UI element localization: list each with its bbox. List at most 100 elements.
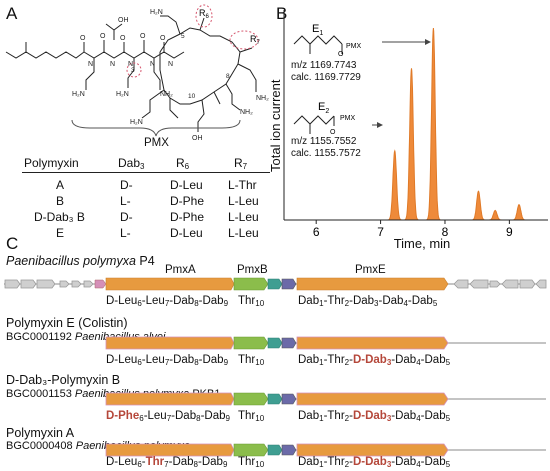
table-header-r7: R7	[234, 156, 248, 171]
r6-label: R6	[199, 8, 210, 20]
cluster-c2-track	[105, 336, 546, 350]
table-cell: D-	[120, 210, 133, 224]
table-cell: A	[56, 178, 65, 192]
r7-label: R7	[250, 34, 261, 46]
svg-text:N: N	[88, 61, 93, 68]
e2-mass: m/z 1155.7552 calc. 1155.7572	[291, 136, 361, 159]
x-axis-label: Time, min	[394, 236, 451, 250]
e2-structure: O PMX E2	[293, 101, 356, 136]
gene-arrow-gray	[4, 279, 21, 289]
table-cell: D-Phe	[170, 194, 205, 208]
svg-text:NH₂: NH₂	[256, 95, 269, 102]
gene-label-pmxe: PmxE	[355, 264, 386, 276]
svg-text:N: N	[168, 61, 173, 68]
gene-arrow-teal	[267, 444, 283, 456]
table-cell: D-Phe	[170, 210, 205, 224]
module-text-pmxe: Dab1-Thr2-D-Dab3-Dab4-Dab5	[298, 354, 451, 367]
table-header-r6: R6	[176, 156, 190, 171]
gene-arrow-pmxe	[296, 336, 449, 350]
e1-structure: O PMX E1	[293, 23, 362, 56]
module-text-pmxa: D-Leu6-Thr7-Dab8-Dab9	[106, 456, 228, 469]
svg-text:O: O	[338, 51, 344, 56]
cluster-p4-track	[4, 277, 547, 291]
cluster-c2-title: Polymyxin E (Colistin)	[6, 316, 128, 330]
gene-arrow-gray	[83, 280, 94, 288]
gene-arrow-gray	[535, 279, 547, 289]
gene-arrow-purple	[281, 278, 297, 290]
module-text-pmxb: Thr10	[238, 410, 265, 423]
e2-label: E2	[318, 101, 329, 115]
svg-text:O: O	[330, 129, 336, 136]
module-text-pmxe: Dab1-Thr2-D-Dab3-Dab4-Dab5	[298, 456, 451, 469]
gene-arrow-pmxa	[105, 392, 235, 406]
gene-arrow-gray	[469, 279, 489, 289]
table-cell: L-	[120, 226, 131, 240]
panel-label-a: A	[6, 4, 18, 23]
cluster-c3-track	[105, 392, 546, 406]
table-header-polymyxin: Polymyxin	[24, 156, 79, 170]
gene-arrow-gray	[59, 280, 70, 288]
gene-arrow-pmxa	[105, 443, 235, 457]
residue-number: 5	[181, 33, 185, 40]
gene-arrow-pink	[94, 279, 107, 289]
svg-text:OH: OH	[192, 135, 203, 142]
chromatogram-chart: Total ion current 6 7 8 9 Time, min	[268, 10, 548, 250]
module-text-pmxb: Thr10	[238, 295, 265, 308]
svg-text:N: N	[150, 61, 155, 68]
svg-text:OH: OH	[118, 17, 129, 24]
module-text-pmxe: Dab1-Thr2-D-Dab3-Dab4-Dab5	[298, 410, 451, 423]
gene-arrow-purple	[281, 393, 297, 405]
x-tick-label: 7	[377, 225, 384, 239]
module-text-pmxb: Thr10	[238, 354, 265, 367]
svg-text:H₂N: H₂N	[150, 9, 163, 16]
module-text-pmxe: Dab1-Thr2-Dab3-Dab4-Dab5	[298, 295, 438, 308]
module-text-pmxa: D-Leu6-Leu7-Dab8-Dab9	[106, 295, 229, 308]
svg-text:N: N	[110, 61, 115, 68]
table-cell: E	[56, 226, 65, 240]
x-tick-label: 8	[442, 225, 449, 239]
module-text-pmxa: D-Phe6-Leu7-Dab8-Dab9	[106, 410, 230, 423]
pmx-label: PMX	[144, 137, 169, 149]
annotation-arrows	[372, 39, 431, 128]
gene-arrow-purple	[281, 444, 297, 456]
y-axis-label: Total ion current	[268, 79, 283, 172]
table-cell: L-Leu	[228, 194, 259, 208]
svg-text:H₂N: H₂N	[72, 91, 85, 98]
svg-text:H₂N: H₂N	[116, 91, 129, 98]
svg-text:O: O	[100, 33, 106, 40]
svg-text:O: O	[120, 35, 126, 42]
gene-arrow-pmxb	[233, 392, 269, 406]
gene-arrow-gray	[36, 279, 56, 289]
gene-arrow-pmxb	[233, 277, 269, 291]
residue-number: 8	[226, 73, 230, 80]
svg-text:O: O	[80, 35, 86, 42]
gene-arrow-gray	[20, 279, 37, 289]
table-cell: L-	[120, 194, 131, 208]
table-header-dab: Dab3	[118, 156, 145, 171]
table-cell: D-Leu	[170, 178, 203, 192]
gene-arrow-pmxe	[296, 277, 449, 291]
gene-arrow-pmxb	[233, 336, 269, 350]
gene-arrow-pmxe	[296, 443, 449, 457]
residue-number: 3	[131, 67, 135, 74]
gene-arrow-teal	[267, 278, 283, 290]
gene-arrow-gray	[71, 280, 82, 288]
svg-text:NH₂: NH₂	[160, 91, 173, 98]
e1-mass: m/z 1169.7743 calc. 1169.7729	[291, 60, 361, 83]
svg-text:H₂N: H₂N	[130, 119, 143, 126]
panel-label-c: C	[6, 234, 19, 253]
gene-arrow-purple	[281, 337, 297, 349]
module-text-pmxb: Thr10	[238, 456, 265, 469]
cluster-c3-title: D-Dab₃-Polymyxin B	[6, 373, 121, 387]
gene-arrow-gray	[519, 279, 536, 289]
x-tick-label: 6	[313, 225, 320, 239]
table-cell: L-Leu	[228, 210, 259, 224]
gene-arrow-teal	[267, 337, 283, 349]
gene-label-pmxa: PmxA	[165, 264, 196, 276]
table-cell: L-Leu	[228, 226, 259, 240]
e1-label: E1	[312, 23, 323, 37]
cluster-c4-title: Polymyxin A	[6, 426, 75, 440]
table-cell: D-	[120, 178, 133, 192]
table-cell: D-Leu	[170, 226, 203, 240]
